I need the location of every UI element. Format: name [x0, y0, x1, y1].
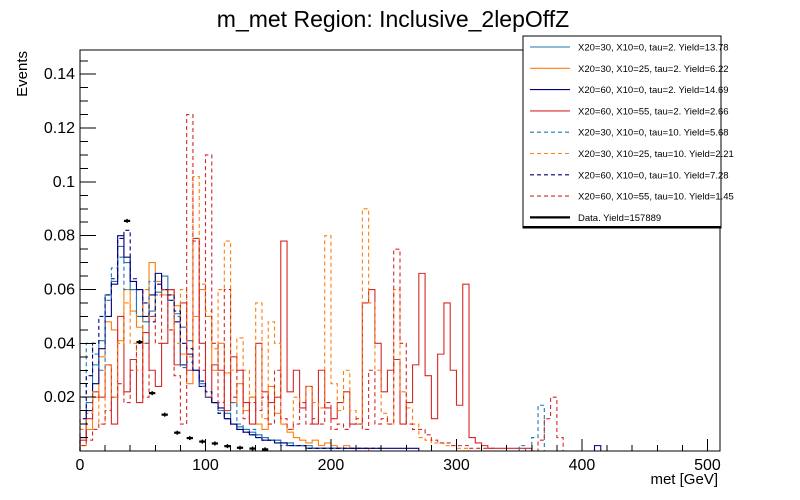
- x-tick-label: 300: [443, 457, 470, 474]
- x-tick-label: 500: [694, 457, 721, 474]
- legend-label-9: Data. Yield=157889: [578, 213, 661, 224]
- y-tick-label: 0.04: [44, 335, 75, 352]
- plot-frame: [79, 49, 721, 452]
- x-tick-label: 0: [76, 457, 85, 474]
- y-tick-label: 0.1: [53, 174, 75, 191]
- legend-label-6: X20=30, X10=25, tau=10. Yield=2.21: [578, 149, 734, 160]
- legend-label-2: X20=30, X10=25, tau=2. Yield=6.22: [578, 64, 729, 75]
- chart-title: m_met Region: Inclusive_2lepOffZ: [217, 6, 569, 32]
- x-axis-ticks: 0 100 200 300 400 500: [76, 439, 721, 474]
- y-tick-label: 0.08: [44, 228, 75, 245]
- x-axis-label: met [GeV]: [650, 471, 718, 488]
- data-points-layer: [123, 218, 269, 452]
- y-tick-label: 0.14: [44, 66, 75, 83]
- series-line-8: [79, 114, 720, 452]
- x-tick-label: 400: [569, 457, 596, 474]
- y-tick-label: 0.12: [44, 120, 75, 137]
- y-tick-label: 0.02: [44, 389, 75, 406]
- legend-label-3: X20=60, X10=0, tau=2. Yield=14.69: [578, 85, 729, 96]
- legend-label-5: X20=30, X10=0, tau=10. Yield=5.68: [578, 128, 729, 139]
- legend-label-4: X20=60, X10=55, tau=2. Yield=2.66: [578, 106, 729, 117]
- x-tick-label: 100: [192, 457, 219, 474]
- legend-label-1: X20=30, X10=0, tau=2. Yield=13.78: [578, 43, 729, 54]
- legend-label-8: X20=60, X10=55, tau=10. Yield=1.45: [578, 192, 734, 203]
- legend-shadow: [523, 226, 721, 228]
- legend: X20=30, X10=0, tau=2. Yield=13.78 X20=30,…: [522, 35, 734, 229]
- y-axis-ticks: 0.02 0.04 0.06 0.08 0.1 0.12 0.14: [44, 60, 96, 452]
- legend-label-7: X20=60, X10=0, tau=10. Yield=7.28: [578, 170, 729, 181]
- y-tick-label: 0.06: [44, 282, 75, 299]
- y-axis-label: Events: [14, 51, 31, 97]
- x-tick-label: 200: [318, 457, 345, 474]
